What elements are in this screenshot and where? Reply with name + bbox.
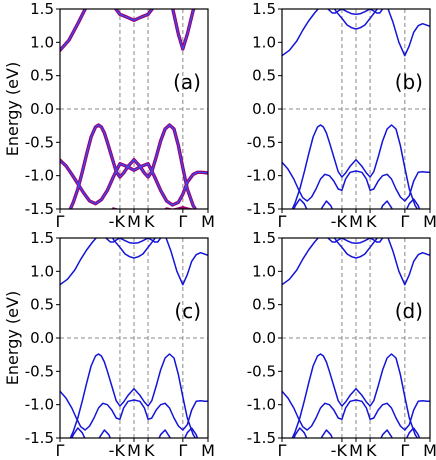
x-tick-label: K — [366, 441, 377, 460]
x-tick-label: -K — [331, 441, 348, 460]
x-tick-label: Γ — [400, 441, 409, 460]
band-line — [282, 238, 430, 286]
y-tick-label: 0.5 — [252, 296, 276, 314]
y-axis-label: Energy (eV) — [3, 291, 22, 385]
panel-label: (d) — [395, 299, 423, 323]
y-tick-label: 0.0 — [30, 100, 54, 118]
y-tick-label: 1.5 — [30, 229, 54, 247]
band-line — [282, 390, 430, 431]
y-tick-label: -1.5 — [247, 200, 276, 218]
x-tick-label: M — [127, 441, 141, 460]
y-tick-label: 0.0 — [30, 329, 54, 347]
band-line — [69, 353, 197, 438]
y-tick-label: -1.0 — [247, 167, 276, 185]
x-tick-label: Γ — [56, 441, 65, 460]
y-tick-label: 1.5 — [252, 229, 276, 247]
panel-label: (c) — [174, 299, 201, 323]
y-tick-label: -0.5 — [247, 133, 276, 151]
y-tick-label: -1.0 — [247, 396, 276, 414]
x-tick-label: M — [349, 441, 363, 460]
x-tick-label: M — [423, 441, 436, 460]
y-tick-label: 1.0 — [252, 262, 276, 280]
panel-label: (a) — [173, 70, 201, 94]
band-line — [104, 238, 162, 245]
y-tick-label: -1.5 — [247, 429, 276, 447]
y-tick-label: -1.5 — [25, 200, 54, 218]
x-tick-label: Γ — [400, 212, 409, 231]
y-tick-label: 1.0 — [30, 262, 54, 280]
x-tick-label: M — [201, 441, 215, 460]
band-line — [291, 124, 419, 209]
x-tick-label: M — [201, 212, 215, 231]
x-tick-label: -K — [331, 212, 348, 231]
band-line — [69, 124, 197, 209]
chart-panel: 1.51.00.50.0-0.5-1.0-1.5Γ -K M K Γ M(b) — [247, 0, 436, 231]
y-tick-label: -0.5 — [25, 133, 54, 151]
y-tick-label: 0.0 — [252, 100, 276, 118]
band-line — [60, 238, 208, 286]
band-line — [163, 205, 195, 209]
x-tick-label: Γ — [56, 212, 65, 231]
y-tick-label: -0.5 — [25, 362, 54, 380]
x-tick-label: Γ — [178, 212, 187, 231]
x-tick-label: K — [366, 212, 377, 231]
band-line — [282, 9, 430, 57]
x-tick-label: Γ — [278, 212, 287, 231]
y-tick-label: 0.5 — [252, 67, 276, 85]
band-line — [291, 353, 419, 438]
y-tick-label: -0.5 — [247, 362, 276, 380]
band-line — [282, 161, 430, 202]
panel-label: (b) — [395, 70, 423, 94]
y-tick-label: 1.5 — [30, 0, 54, 18]
x-tick-label: M — [423, 212, 436, 231]
y-tick-label: 0.5 — [30, 67, 54, 85]
chart-panel: 1.51.00.50.0-0.5-1.0-1.5Γ -K M K Γ M(d) — [247, 229, 436, 460]
band-line — [60, 159, 208, 206]
y-tick-label: 0.5 — [30, 296, 54, 314]
band-line — [326, 9, 384, 16]
band-line — [326, 238, 384, 245]
band-line — [60, 9, 195, 51]
y-tick-label: -1.0 — [25, 167, 54, 185]
y-tick-label: -1.5 — [25, 429, 54, 447]
x-tick-label: K — [144, 212, 155, 231]
y-axis-label: Energy (eV) — [3, 62, 22, 156]
x-tick-label: Γ — [178, 441, 187, 460]
y-tick-label: 1.5 — [252, 0, 276, 18]
y-tick-label: 1.0 — [30, 33, 54, 51]
x-tick-label: M — [127, 212, 141, 231]
x-tick-label: Γ — [278, 441, 287, 460]
y-tick-label: 0.0 — [252, 329, 276, 347]
y-tick-label: -1.0 — [25, 396, 54, 414]
x-tick-label: K — [144, 441, 155, 460]
x-tick-label: -K — [109, 212, 126, 231]
y-tick-label: 1.0 — [252, 33, 276, 51]
x-tick-label: -K — [109, 441, 126, 460]
x-tick-label: M — [349, 212, 363, 231]
band-line — [60, 390, 208, 431]
